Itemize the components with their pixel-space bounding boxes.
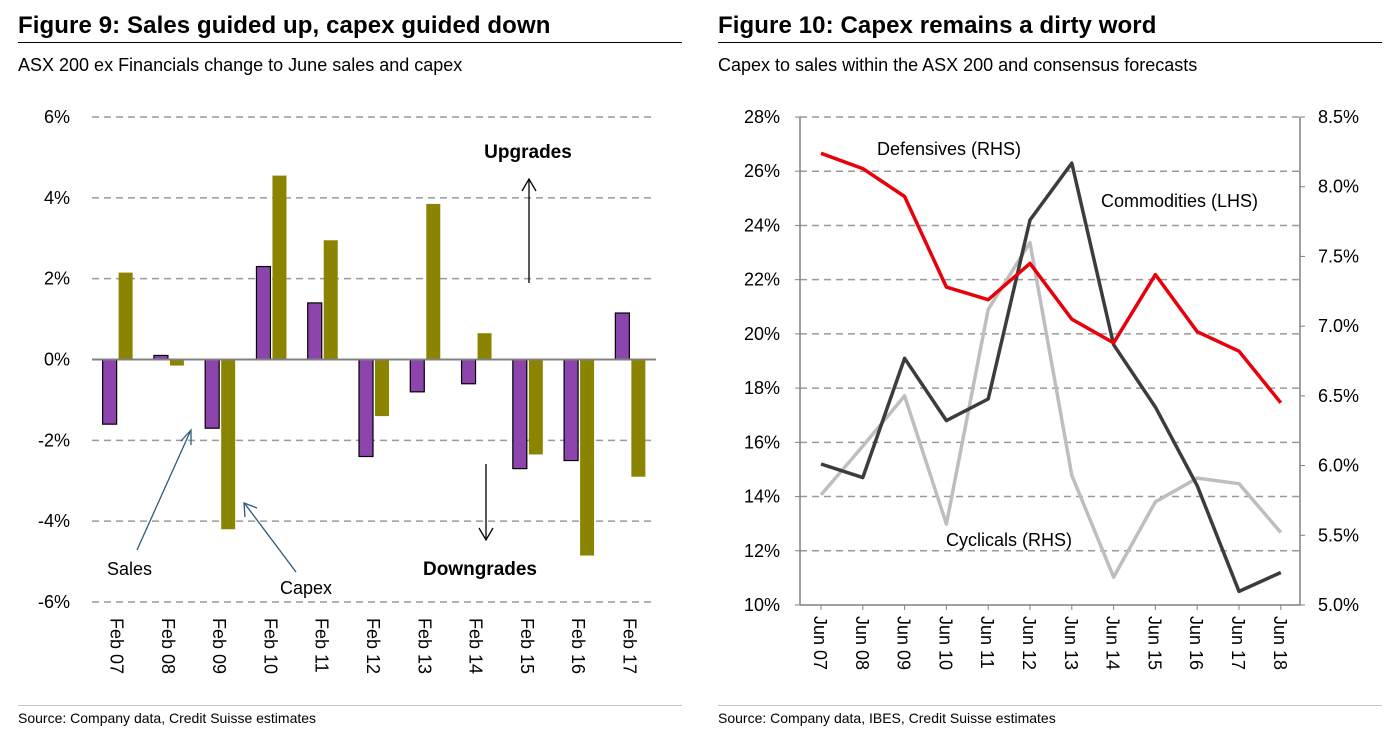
y-tick-label: -4%: [38, 511, 70, 531]
x-tick-label: Feb 09: [209, 618, 229, 674]
y-right-tick-label: 6.5%: [1318, 386, 1359, 406]
sales-bar: [358, 358, 374, 458]
y-tick-label: 2%: [44, 269, 70, 289]
figure-10-panel: Figure 10: Capex remains a dirty word Ca…: [700, 0, 1392, 738]
figure-9-footer-rule: [18, 705, 682, 706]
x-tick-label: Feb 11: [312, 618, 332, 673]
x-tick-label: Jun 14: [1103, 616, 1123, 670]
commodities-label: Commodities (LHS): [1101, 191, 1258, 211]
x-tick-label: Jun 12: [1019, 616, 1039, 670]
capex-bar: [477, 333, 492, 360]
capex-bar: [631, 359, 646, 477]
x-tick-label: Feb 17: [619, 618, 639, 674]
figure-9-chart: 6% 4% 2% 0% -2% -4% -6% Feb 07 Feb 08 Feb 09 Feb 1…: [38, 107, 656, 674]
y-tick-label: 4%: [44, 188, 70, 208]
commodities-line: [820, 161, 1282, 594]
defensives-line: [820, 151, 1283, 404]
sales-bar: [460, 358, 477, 385]
sales-bar: [512, 358, 528, 470]
y-left-tick-label: 22%: [744, 270, 780, 290]
sales-bar: [614, 312, 630, 361]
downgrades-arrow-head: [478, 527, 494, 542]
y-left-tick-label: 18%: [744, 378, 780, 398]
x-tick-label: Feb 14: [466, 618, 486, 674]
capex-bar: [375, 359, 389, 417]
x-tick-label: Jun 15: [1144, 616, 1164, 670]
capex-bar: [323, 240, 338, 360]
capex-bar: [580, 359, 595, 556]
sales-bar: [204, 358, 220, 429]
x-tick-label: Jun 18: [1270, 616, 1290, 670]
y-left-tick-label: 10%: [744, 595, 780, 615]
figure-9-title: Figure 9: Sales guided up, capex guided …: [18, 12, 551, 39]
y-left-tick-label: 20%: [744, 324, 780, 344]
sales-label: Sales: [107, 559, 152, 579]
cyclicals-line: [819, 240, 1283, 579]
sales-pointer-head: [180, 428, 192, 445]
x-tick-label: Feb 07: [107, 618, 127, 674]
figure-10-footer-rule: [718, 705, 1382, 706]
x-tick-label: Jun 10: [935, 616, 955, 670]
y-right-tick-label: 5.0%: [1318, 595, 1359, 615]
sales-bar: [255, 265, 272, 361]
x-tick-label: Feb 16: [568, 618, 588, 674]
capex-bar: [221, 359, 236, 530]
figure-10-title: Figure 10: Capex remains a dirty word: [718, 12, 1157, 39]
x-tick-label: Jun 09: [894, 616, 914, 670]
y-left-tick-label: 24%: [744, 215, 780, 235]
x-tick-label: Jun 17: [1228, 616, 1248, 670]
figure-10-chart: 28% 26% 24% 22% 20% 18% 16% 14% 12% 10% 8.5% 8.0% 7.…: [744, 107, 1359, 670]
y-tick-label: 6%: [44, 107, 70, 127]
y-tick-label: -6%: [38, 592, 70, 612]
capex-bar: [272, 175, 287, 360]
sales-bar: [102, 358, 118, 425]
figure-10-subtitle: Capex to sales within the ASX 200 and co…: [718, 55, 1198, 75]
figure-9-source: Source: Company data, Credit Suisse esti…: [18, 710, 317, 726]
sales-bar: [409, 358, 425, 393]
x-tick-label: Jun 08: [852, 616, 872, 670]
y-right-tick-label: 7.0%: [1318, 316, 1359, 336]
downgrades-label: Downgrades: [423, 559, 537, 580]
y-right-tick-label: 5.5%: [1318, 525, 1359, 545]
x-tick-label: Feb 15: [517, 618, 537, 674]
y-left-tick-label: 26%: [744, 161, 780, 181]
y-left-tick-label: 12%: [744, 541, 780, 561]
y-right-tick-label: 8.5%: [1318, 107, 1359, 127]
upgrades-label: Upgrades: [484, 142, 572, 163]
cyclicals-label: Cyclicals (RHS): [946, 530, 1072, 550]
capex-bar: [426, 203, 441, 360]
capex-bar: [528, 359, 543, 455]
x-tick-label: Feb 12: [363, 618, 383, 674]
sales-bar: [307, 302, 323, 361]
defensives-label: Defensives (RHS): [877, 139, 1021, 159]
x-tick-label: Jun 07: [810, 616, 830, 670]
figure-9-title-rule: [18, 42, 682, 43]
capex-label: Capex: [280, 578, 332, 598]
capex-bar: [169, 359, 184, 366]
x-tick-label: Feb 13: [414, 618, 434, 674]
capex-bar: [118, 272, 133, 360]
figure-10-source: Source: Company data, IBES, Credit Suiss…: [718, 710, 1056, 726]
x-tick-label: Feb 08: [158, 618, 178, 674]
sales-pointer-line: [136, 431, 191, 551]
figure-9-subtitle: ASX 200 ex Financials change to June sal…: [18, 55, 463, 75]
x-tick-label: Jun 16: [1186, 616, 1206, 670]
figure-10-title-rule: [718, 42, 1382, 43]
y-tick-label: 0%: [44, 350, 70, 370]
y-tick-label: -2%: [38, 430, 70, 450]
y-right-tick-label: 6.0%: [1318, 456, 1359, 476]
y-right-tick-label: 8.0%: [1318, 177, 1359, 197]
sales-bar: [563, 358, 579, 462]
figure-9-panel: Figure 9: Sales guided up, capex guided …: [18, 12, 682, 726]
capex-pointer-head: [243, 502, 258, 518]
y-left-tick-label: 14%: [744, 487, 780, 507]
x-tick-label: Feb 10: [260, 618, 280, 674]
capex-pointer-line: [244, 503, 297, 573]
y-left-tick-label: 28%: [744, 107, 780, 127]
x-tick-label: Jun 11: [977, 616, 997, 669]
y-right-tick-label: 7.5%: [1318, 246, 1359, 266]
x-tick-label: Jun 13: [1061, 616, 1081, 670]
y-left-tick-label: 16%: [744, 432, 780, 452]
upgrades-arrow-head: [521, 177, 537, 192]
